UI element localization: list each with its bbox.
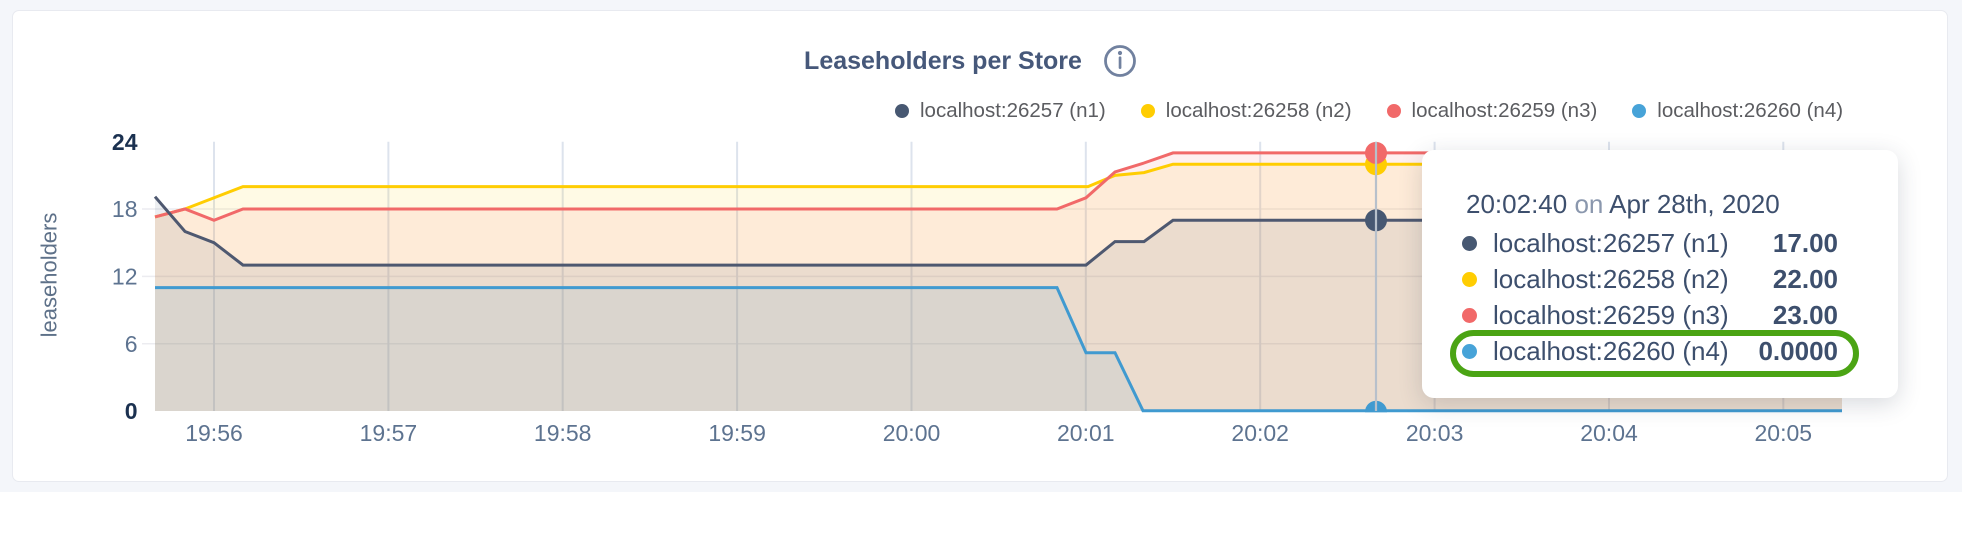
svg-text:19:57: 19:57 — [360, 420, 418, 446]
svg-text:20:05: 20:05 — [1755, 420, 1813, 446]
svg-text:18: 18 — [112, 196, 138, 222]
svg-text:20:02: 20:02 — [1231, 420, 1289, 446]
svg-text:20:04: 20:04 — [1580, 420, 1638, 446]
svg-text:24: 24 — [112, 129, 138, 155]
svg-text:20:03: 20:03 — [1406, 420, 1464, 446]
svg-text:19:58: 19:58 — [534, 420, 592, 446]
svg-text:20:00: 20:00 — [883, 420, 941, 446]
svg-text:12: 12 — [112, 264, 138, 290]
svg-text:6: 6 — [125, 331, 138, 357]
svg-text:19:59: 19:59 — [708, 420, 766, 446]
svg-text:19:56: 19:56 — [185, 420, 243, 446]
svg-text:20:01: 20:01 — [1057, 420, 1115, 446]
svg-text:0: 0 — [125, 398, 138, 424]
svg-text:leaseholders: leaseholders — [37, 213, 62, 338]
